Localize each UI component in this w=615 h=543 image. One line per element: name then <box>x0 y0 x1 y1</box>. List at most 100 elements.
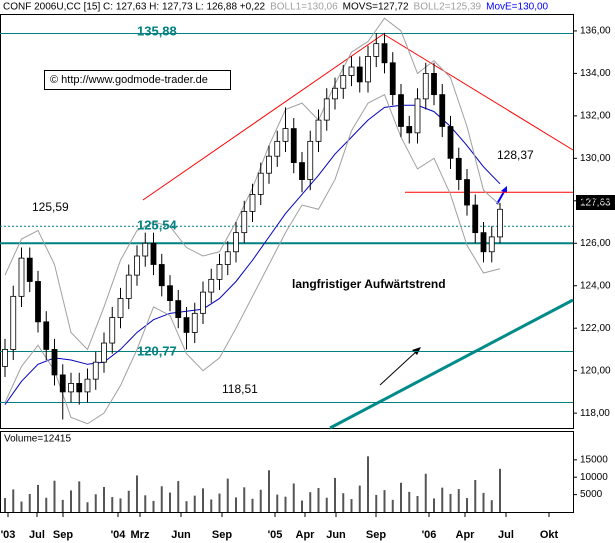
watermark: © http://www.godmode-trader.de <box>50 74 208 86</box>
candle-body <box>233 232 239 253</box>
candle-body <box>92 361 99 380</box>
price-box <box>576 195 615 210</box>
arrow <box>379 349 419 386</box>
candle-body <box>216 264 223 280</box>
y-tick-label: 128,00 <box>580 195 611 206</box>
x-tick-label: Jun <box>171 529 191 541</box>
y-tick-label: 122,00 <box>580 323 611 334</box>
candle-body <box>68 383 74 393</box>
annotation: 125,59 <box>32 200 69 214</box>
candle-body <box>356 66 363 83</box>
candle-body <box>373 43 380 57</box>
x-tick-label: '03 <box>1 529 16 541</box>
candle-body <box>389 62 396 96</box>
candle-body <box>480 232 487 253</box>
volume-label: Volume=12415 <box>4 434 71 445</box>
y-tick-label: 136,00 <box>580 26 611 37</box>
candle-body <box>307 140 314 180</box>
candle-body <box>167 285 173 301</box>
uptrend-line <box>329 298 574 430</box>
annotation: 135,88 <box>137 23 177 38</box>
candle-body <box>266 155 272 174</box>
candle-body <box>183 317 190 333</box>
last-price: 127,63 <box>580 198 611 209</box>
candle-body <box>340 75 347 89</box>
x-tick-label: Okt <box>540 529 559 541</box>
candle-body <box>117 298 124 318</box>
candle-body <box>332 87 338 100</box>
header-text: BOLL1=130,06 <box>270 2 338 13</box>
candle-body <box>59 374 66 393</box>
candle-body <box>200 291 206 314</box>
candle-body <box>447 126 454 159</box>
annotation: 125,54 <box>137 217 178 232</box>
volume-panel <box>0 431 574 513</box>
arrow-head <box>412 347 421 355</box>
candle-body <box>10 295 17 350</box>
x-tick-label: Jun <box>326 529 346 541</box>
candle-body <box>406 126 413 134</box>
candle-body <box>381 43 388 64</box>
header-text: MOVS=127,72 <box>343 2 409 13</box>
candle-body <box>472 204 479 234</box>
x-tick-label: Sep <box>366 529 386 541</box>
candle-body <box>51 349 58 376</box>
trend-line <box>384 34 574 151</box>
candle-body <box>43 321 50 350</box>
candle-body <box>488 236 495 253</box>
candle-body <box>150 242 157 265</box>
y-tick-label: 124,00 <box>580 280 611 291</box>
indicator-line <box>4 93 501 425</box>
volume-tick-label: 15000 <box>580 454 608 465</box>
candle-body <box>315 119 322 142</box>
candle-body <box>18 257 25 297</box>
candle-body <box>208 278 215 293</box>
annotation: 128,37 <box>497 148 534 162</box>
candle-body <box>455 157 462 180</box>
y-tick-label: 130,00 <box>580 153 611 164</box>
x-tick-label: Jul <box>498 529 514 541</box>
y-tick-label: 134,00 <box>580 68 611 79</box>
price-panel <box>0 14 574 429</box>
candle-body <box>299 162 305 180</box>
y-tick-label: 120,00 <box>580 365 611 376</box>
header-text: BOLL2=125,39 <box>414 2 482 13</box>
y-tick-label: 118,00 <box>580 408 610 419</box>
candle-body <box>134 255 140 276</box>
candle-body <box>224 251 231 265</box>
x-tick-label: '05 <box>268 529 283 541</box>
blue-arrow-head <box>501 186 507 193</box>
candle-body <box>2 349 8 367</box>
watermark-box <box>44 70 231 90</box>
candle-body <box>290 128 297 163</box>
header-text: CONF 2006U,CC [15] C: 127,63 H: 127,73 L… <box>3 2 266 13</box>
header-text: MovE=130,00 <box>486 2 548 13</box>
trend-line <box>142 32 386 201</box>
candle-body <box>398 94 404 127</box>
candle-body <box>323 98 330 121</box>
candle-body <box>76 383 83 393</box>
y-tick-label: 132,00 <box>580 111 611 122</box>
candle-body <box>497 208 503 238</box>
y-tick-label: 126,00 <box>580 238 611 249</box>
x-tick-label: '04 <box>111 529 127 541</box>
x-tick-label: Sep <box>53 529 73 541</box>
candle-body <box>257 172 264 195</box>
annotation: 120,77 <box>137 343 177 358</box>
candle-body <box>365 56 371 83</box>
x-tick-label: Sep <box>212 529 232 541</box>
candle-body <box>101 342 107 363</box>
candle-body <box>348 66 355 76</box>
candle-body <box>35 281 41 323</box>
candle-body <box>249 194 256 212</box>
candle-body <box>274 140 281 157</box>
candle-body <box>26 257 33 282</box>
x-tick-label: Apr <box>456 529 476 541</box>
x-tick-label: Jul <box>29 529 45 541</box>
candle-body <box>142 242 149 257</box>
candle-body <box>464 179 470 206</box>
x-tick-label: Apr <box>296 529 316 541</box>
candle-body <box>125 274 132 299</box>
